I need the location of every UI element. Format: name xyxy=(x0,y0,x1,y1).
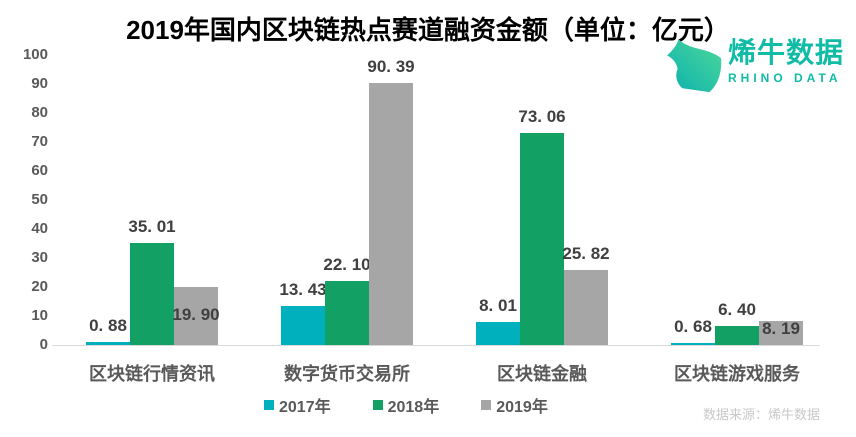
value-label: 90. 39 xyxy=(367,56,415,76)
bar-2018年-区块链游戏服务 xyxy=(715,326,759,345)
legend-swatch-icon xyxy=(481,400,492,410)
legend-label: 2019年 xyxy=(496,399,548,416)
bar-2019年-数字货币交易所 xyxy=(369,82,413,345)
y-axis-tick-label: 90 xyxy=(31,75,48,92)
value-label: 13. 43 xyxy=(279,280,327,300)
value-label: 73. 06 xyxy=(518,107,566,127)
bar-2018年-区块链行情资讯 xyxy=(130,243,174,345)
x-axis-line xyxy=(52,345,820,346)
value-label: 19. 90 xyxy=(172,305,220,325)
bar-2019年-区块链行情资讯 xyxy=(174,287,218,345)
y-axis-tick-label: 100 xyxy=(22,46,48,63)
legend-item-2017年: 2017年 xyxy=(264,393,331,417)
chart-title: 2019年国内区块链热点赛道融资金额（单位：亿元） xyxy=(126,15,730,45)
bar-2018年-数字货币交易所 xyxy=(325,280,369,345)
legend-swatch-icon xyxy=(372,400,383,410)
y-axis-tick-label: 40 xyxy=(31,220,48,237)
category-label: 区块链行情资讯 xyxy=(89,364,215,384)
y-axis-tick-label: 30 xyxy=(31,249,48,266)
value-label: 0. 68 xyxy=(674,317,712,336)
value-label: 25. 82 xyxy=(562,244,610,264)
rhino-icon xyxy=(666,38,724,99)
y-axis-tick-label: 0 xyxy=(39,336,48,353)
y-axis-tick-label: 50 xyxy=(31,191,48,208)
bar-2017年-数字货币交易所 xyxy=(281,306,325,345)
value-label: 22. 10 xyxy=(323,254,371,274)
brand-logo: 烯牛数据 RHINO DATA xyxy=(666,37,844,99)
legend-item-2018年: 2018年 xyxy=(372,393,440,417)
y-axis-tick-label: 80 xyxy=(31,104,48,121)
bar-2017年-区块链金融 xyxy=(476,321,520,345)
y-axis-tick-label: 60 xyxy=(31,162,48,179)
y-axis-tick-label: 70 xyxy=(31,133,48,150)
bar-2017年-区块链游戏服务 xyxy=(671,343,715,345)
brand-name: 烯牛数据 xyxy=(727,37,844,68)
bar-2018年-区块链金融 xyxy=(520,133,564,345)
value-label: 8. 01 xyxy=(479,295,517,315)
value-label: 8. 19 xyxy=(762,319,800,339)
legend: 2017年 2018年 2019年 xyxy=(264,393,548,417)
bar-2019年-区块链金融 xyxy=(564,270,608,345)
y-axis-tick-label: 20 xyxy=(31,278,48,295)
brand-subtitle: RHINO DATA xyxy=(727,70,842,85)
data-source: 数据来源：烯牛数据 xyxy=(702,407,820,422)
legend-swatch-icon xyxy=(264,400,274,410)
bar-2019年-区块链游戏服务 xyxy=(759,321,803,345)
y-axis-tick-label: 10 xyxy=(31,307,48,324)
category-label: 数字货币交易所 xyxy=(284,364,410,384)
value-label: 0. 88 xyxy=(89,316,127,336)
bar-2017年-区块链行情资讯 xyxy=(86,342,130,345)
value-label: 6. 40 xyxy=(718,300,756,320)
legend-item-2019年: 2019年 xyxy=(481,393,548,417)
legend-label: 2018年 xyxy=(387,399,440,416)
value-label: 35. 01 xyxy=(128,217,176,237)
category-label: 区块链金融 xyxy=(497,364,587,384)
category-label: 区块链游戏服务 xyxy=(674,364,800,384)
legend-label: 2017年 xyxy=(279,399,331,416)
